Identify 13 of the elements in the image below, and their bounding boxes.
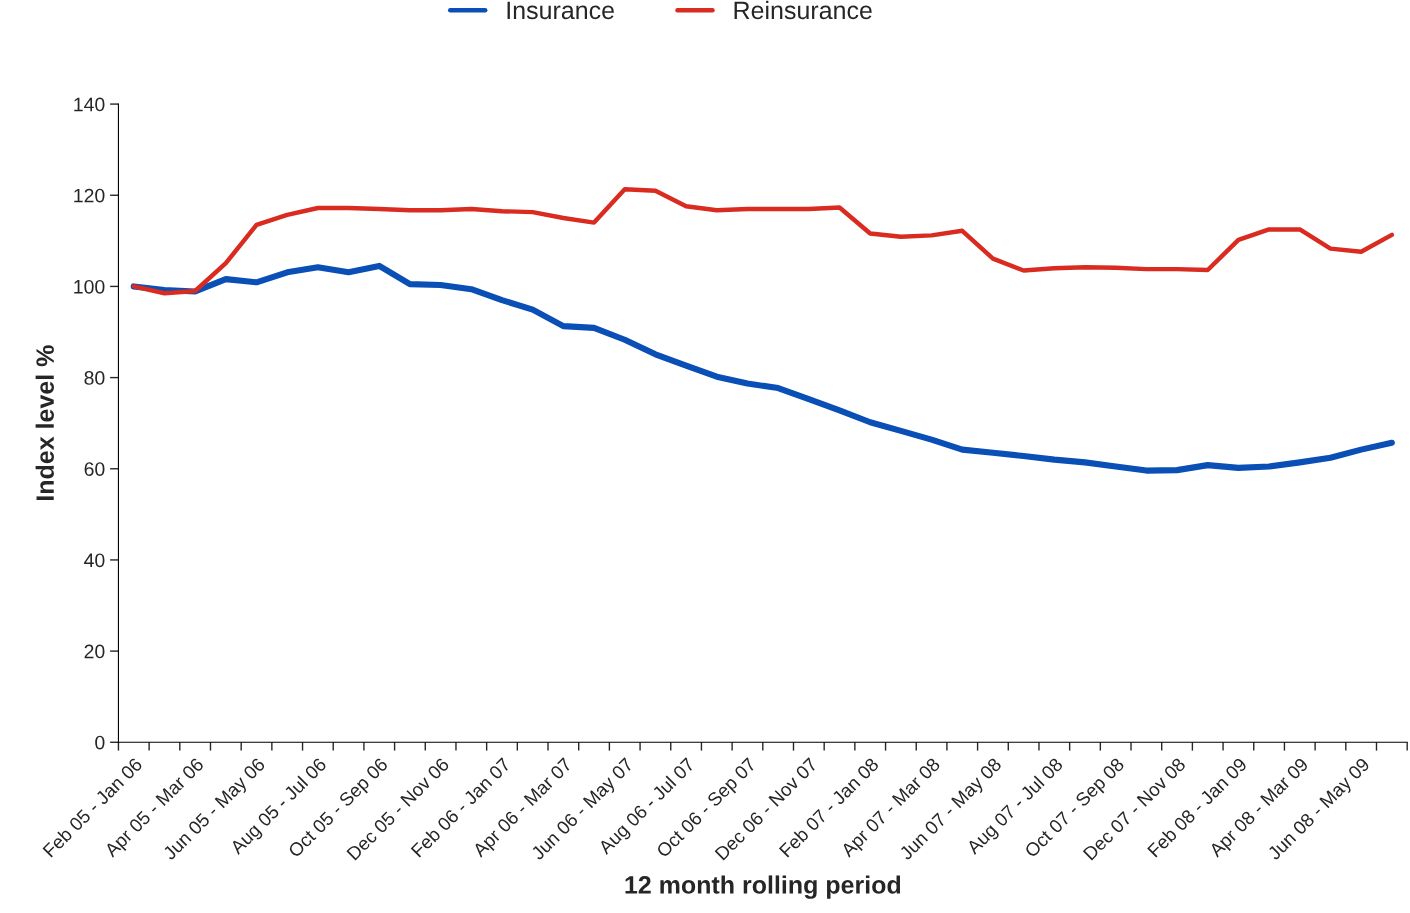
y-tick-label: 40 xyxy=(84,553,105,568)
y-axis-title: Index level % xyxy=(35,345,54,501)
y-tick-label: 100 xyxy=(74,279,105,294)
y-tick-label: 60 xyxy=(84,462,105,476)
y-tick-label: 0 xyxy=(95,735,105,750)
x-axis-title: 12 month rolling period xyxy=(625,875,901,899)
y-tick-label: 120 xyxy=(74,188,105,203)
legend-label: Insurance xyxy=(507,1,614,20)
legend-label: Reinsurance xyxy=(734,0,872,20)
y-tick-label: 140 xyxy=(74,97,105,112)
line-series xyxy=(131,187,1395,296)
y-tick-label: 20 xyxy=(84,644,105,659)
y-tick-label: 80 xyxy=(84,371,105,385)
